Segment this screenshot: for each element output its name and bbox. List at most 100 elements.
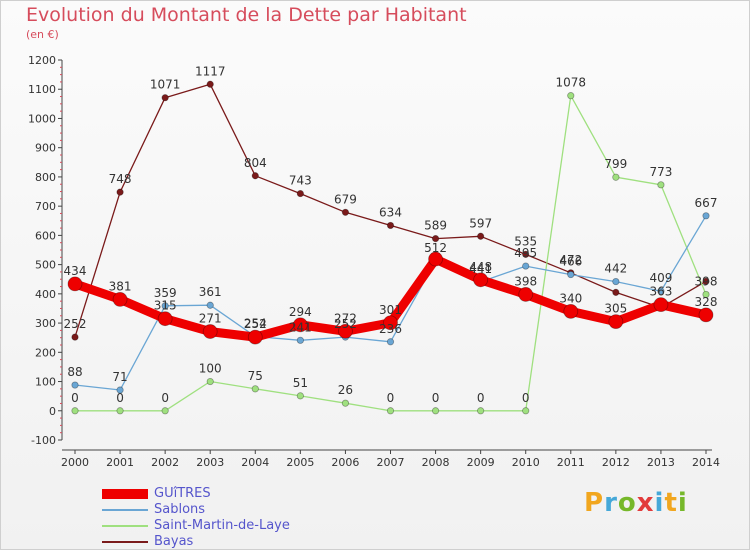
data-point	[338, 323, 353, 339]
data-label: 442	[604, 262, 627, 276]
data-point	[431, 235, 440, 243]
data-label: 398	[514, 274, 537, 288]
data-point	[161, 302, 169, 310]
data-label: 441	[469, 262, 492, 276]
y-tick-label: 100	[35, 376, 56, 389]
data-label: 271	[199, 312, 222, 326]
y-tick-label: 600	[35, 229, 56, 242]
legend-label: Bayas	[154, 534, 194, 549]
data-point	[251, 172, 259, 180]
data-label: 328	[695, 295, 718, 309]
data-point	[477, 407, 485, 415]
data-point	[206, 80, 214, 88]
data-point	[702, 277, 710, 285]
data-point	[657, 287, 665, 295]
data-label: 241	[289, 320, 312, 334]
data-label: 773	[649, 165, 672, 179]
y-tick-label: 400	[35, 288, 56, 301]
data-point	[341, 399, 350, 407]
data-label: 398	[695, 274, 718, 288]
data-label: 743	[289, 174, 312, 188]
data-point	[522, 407, 530, 415]
data-point	[296, 392, 304, 400]
chart-series	[70, 83, 711, 412]
data-label: 272	[334, 311, 357, 325]
data-point	[161, 407, 169, 415]
data-label: 804	[244, 156, 267, 170]
data-label: 0	[477, 391, 485, 405]
data-label: 799	[604, 157, 627, 171]
data-label: 359	[154, 286, 177, 300]
chart-points	[67, 80, 714, 415]
legend-label: Sablons	[154, 502, 206, 517]
x-tick-label: 2002	[151, 456, 179, 469]
data-point	[383, 315, 398, 331]
data-point	[477, 232, 485, 240]
legend-label: Saint-Martin-de-Laye	[154, 518, 290, 533]
data-label: 679	[334, 192, 357, 206]
data-label: 634	[379, 205, 402, 219]
data-label: 0	[522, 391, 530, 405]
y-tick-label: 1000	[28, 112, 56, 125]
data-point	[608, 314, 624, 330]
chart-data-labels: 252 748 1071 1117 804 743 679 634 589 597 535 472 0 0…	[64, 64, 718, 405]
data-point	[698, 307, 714, 323]
data-label: 472	[559, 253, 582, 267]
y-tick-label: 200	[35, 346, 56, 359]
data-point	[157, 311, 173, 327]
data-label: 88	[67, 365, 82, 379]
x-tick-label: 2008	[422, 456, 450, 469]
data-point	[296, 189, 304, 198]
data-point	[116, 188, 124, 196]
x-tick-label: 2012	[602, 456, 630, 469]
data-label: 597	[469, 216, 492, 230]
y-tick-label: -100	[31, 434, 56, 447]
data-point	[563, 303, 579, 319]
data-point	[341, 208, 350, 216]
data-label: 495	[514, 246, 537, 260]
data-label: 0	[116, 391, 124, 405]
data-point	[702, 212, 710, 220]
data-label: 315	[154, 299, 177, 313]
data-label: 305	[604, 302, 627, 316]
data-label: 434	[64, 264, 87, 278]
data-point	[292, 317, 308, 333]
data-label: 1071	[150, 78, 181, 92]
x-tick-label: 2003	[196, 456, 224, 469]
data-point	[251, 385, 259, 393]
x-tick-label: 2004	[241, 456, 269, 469]
data-point	[653, 297, 669, 313]
data-point	[116, 386, 124, 394]
data-label: 361	[199, 285, 222, 299]
x-tick-label: 2007	[377, 456, 405, 469]
data-point	[161, 94, 169, 102]
y-tick-label: 800	[35, 171, 56, 184]
data-point	[71, 381, 79, 389]
data-label: 363	[649, 285, 672, 299]
data-point	[67, 276, 83, 292]
data-label: 667	[695, 196, 718, 210]
data-point	[112, 291, 128, 307]
data-label: 340	[559, 291, 582, 305]
data-point	[386, 407, 395, 415]
data-label: 1078	[556, 76, 587, 90]
y-tick-label: 1200	[28, 54, 56, 67]
chart-subtitle: (en €)	[26, 28, 59, 41]
chart-axes: -100010020030040050060070080090010001100…	[28, 54, 720, 469]
data-label: 748	[109, 172, 132, 186]
data-label: 71	[112, 370, 127, 384]
data-point	[428, 251, 443, 267]
data-label: 75	[248, 369, 263, 383]
data-point	[702, 290, 710, 299]
data-point	[116, 407, 124, 415]
data-label: 252	[244, 317, 267, 331]
y-tick-label: 0	[49, 405, 56, 418]
y-tick-label: 700	[35, 200, 56, 213]
data-point	[612, 173, 620, 181]
data-point	[612, 277, 620, 286]
data-point	[71, 407, 79, 415]
data-point	[657, 181, 665, 189]
data-label: 26	[338, 383, 353, 397]
data-point	[567, 92, 575, 100]
